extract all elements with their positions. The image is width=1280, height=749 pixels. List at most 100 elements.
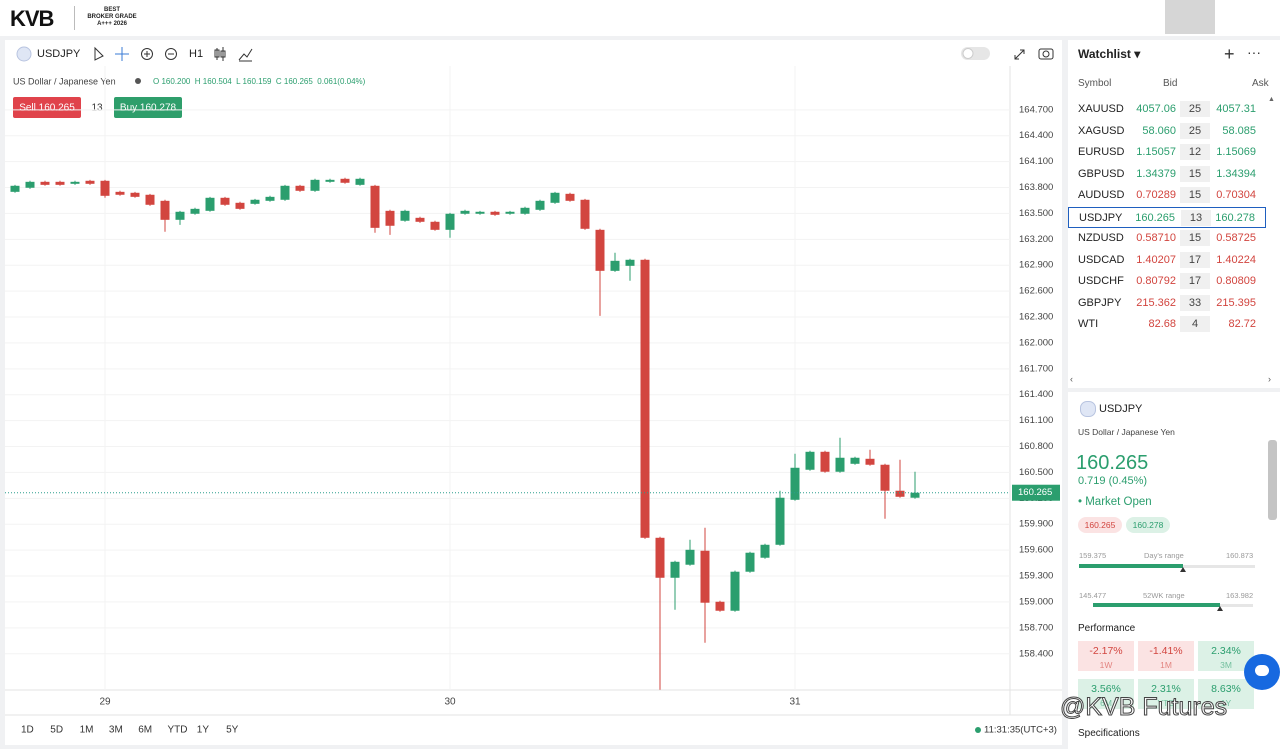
bid: 215.362: [1136, 296, 1176, 309]
ask: 82.72: [1228, 318, 1256, 330]
y-tick-label: 161.100: [1019, 415, 1053, 426]
y-tick-label: 159.000: [1019, 596, 1053, 607]
candle-body: [205, 197, 215, 211]
camera-icon[interactable]: [1038, 48, 1054, 60]
watchlist-row[interactable]: USDCHF 0.80792 17 0.80809: [1068, 271, 1266, 292]
scroll-right[interactable]: ›: [1268, 374, 1271, 384]
performance-period: 1W: [1099, 660, 1113, 670]
candle-body: [55, 181, 65, 185]
flag-icon: [1080, 401, 1096, 417]
watchlist-row[interactable]: USDJPY 160.265 13 160.278: [1068, 206, 1266, 228]
panel-divider: [1068, 388, 1280, 392]
candle-body: [280, 185, 290, 200]
candle-body: [445, 213, 455, 230]
performance-period: 1Y: [1220, 698, 1232, 708]
add-button[interactable]: +: [1224, 44, 1235, 64]
symbol-label[interactable]: USDJPY: [37, 48, 81, 60]
range-button[interactable]: 3M: [109, 725, 123, 736]
buy-button[interactable]: [114, 97, 182, 118]
ask: 215.395: [1216, 296, 1256, 309]
y-tick-label: 159.900: [1019, 519, 1053, 530]
side-panel: [1068, 40, 1280, 749]
range-button[interactable]: 1Y: [197, 725, 210, 736]
scrollbar[interactable]: ▲: [1268, 96, 1276, 376]
chart: USDJPY H1 US Dollar / Japanese Yen O 160…: [5, 46, 1062, 736]
candle-body: [460, 210, 470, 214]
range-button[interactable]: 5Y: [226, 725, 239, 736]
toggle-knob: [962, 48, 974, 59]
range-button[interactable]: 5D: [50, 725, 63, 736]
candle-body: [265, 196, 275, 201]
market-status: • Market Open: [1078, 496, 1152, 508]
candle-body: [880, 464, 890, 491]
watchlist-row[interactable]: XAGUSD 58.060 25 58.085: [1068, 121, 1266, 142]
range-button[interactable]: 6M: [138, 725, 152, 736]
y-tick-label: 162.900: [1019, 260, 1053, 271]
performance-title: Performance: [1078, 623, 1136, 634]
range-fill: [1079, 564, 1183, 568]
performance-period: YTD: [1157, 698, 1175, 708]
cursor-icon[interactable]: [94, 46, 104, 61]
candle-body: [325, 179, 335, 182]
range-button[interactable]: 1M: [80, 725, 94, 736]
symbol: USDCAD: [1078, 253, 1125, 266]
zoom-in-icon[interactable]: [141, 48, 153, 60]
watchlist-row[interactable]: USDCAD 1.40207 17 1.40224: [1068, 250, 1266, 271]
performance-value: -1.41%: [1149, 645, 1183, 657]
bid: 0.80792: [1136, 275, 1176, 287]
symbol: GBPJPY: [1078, 296, 1122, 309]
ask: 1.40224: [1216, 253, 1256, 266]
range-button[interactable]: 1D: [21, 725, 34, 736]
symbol: XAGUSD: [1078, 124, 1125, 137]
detail-price: 160.265: [1076, 452, 1149, 474]
interval-label[interactable]: H1: [189, 48, 203, 60]
badge-line: BEST: [103, 7, 120, 13]
chart-type-icon[interactable]: [214, 47, 226, 61]
candle-body: [805, 451, 815, 470]
indicator-icon[interactable]: [238, 48, 253, 62]
candle-body: [610, 260, 620, 271]
candle-body: [40, 181, 50, 185]
x-tick-label: 29: [99, 697, 111, 708]
spread: 17: [1180, 251, 1210, 268]
candle-body: [700, 550, 710, 603]
y-tick-label: 163.800: [1019, 182, 1053, 193]
detail-scrollbar[interactable]: [1268, 440, 1277, 520]
fullscreen-icon[interactable]: [1014, 49, 1025, 60]
bid: 1.40207: [1136, 253, 1176, 266]
detail-change: 0.719 (0.45%): [1078, 475, 1148, 487]
watchlist-row[interactable]: NZDUSD 0.58710 15 0.58725: [1068, 228, 1266, 249]
watchlist-title-text[interactable]: Watchlist: [1078, 47, 1131, 61]
watchlist-row[interactable]: EURUSD 1.15057 12 1.15069: [1068, 142, 1266, 163]
watchlist-row[interactable]: GBPJPY 215.362 33 215.395: [1068, 293, 1266, 314]
more-button[interactable]: ···: [1247, 44, 1261, 60]
scroll-left[interactable]: ‹: [1070, 374, 1073, 384]
symbol: EURUSD: [1078, 146, 1125, 158]
bid: 4057.06: [1136, 103, 1176, 115]
y-tick-label: 162.600: [1019, 286, 1053, 297]
candle-body: [820, 451, 830, 472]
performance-value: 3.56%: [1091, 683, 1121, 695]
range-low: 145.477: [1079, 591, 1107, 600]
watchlist-row[interactable]: AUDUSD 0.70289 15 0.70304: [1068, 185, 1266, 206]
candle-body: [490, 211, 500, 215]
specifications-title[interactable]: Specifications: [1078, 728, 1140, 739]
scroll-up[interactable]: ▲: [1268, 96, 1275, 103]
watchlist-row[interactable]: XAUUSD 4057.06 25 4057.31: [1068, 99, 1266, 120]
zoom-out-icon[interactable]: [165, 48, 177, 60]
performance-cell: -1.41% 1M: [1138, 641, 1194, 671]
crosshair-icon[interactable]: [115, 47, 129, 61]
candle-body: [25, 181, 35, 188]
buy-label[interactable]: Buy 160.278: [120, 103, 177, 114]
sell-label[interactable]: Sell 160.265: [19, 103, 75, 114]
watchlist-row[interactable]: GBPUSD 1.34379 15 1.34394: [1068, 164, 1266, 185]
candle-body: [670, 561, 680, 578]
watchlist-row[interactable]: WTI 82.68 4 82.72: [1068, 314, 1266, 335]
range-button[interactable]: YTD: [168, 725, 188, 736]
candle-body: [430, 221, 440, 230]
watchlist-title[interactable]: Watchlist ▾: [1078, 47, 1141, 61]
y-tick-label: 162.300: [1019, 312, 1053, 323]
top-bar: [0, 0, 1280, 36]
sell-button[interactable]: [13, 97, 81, 118]
